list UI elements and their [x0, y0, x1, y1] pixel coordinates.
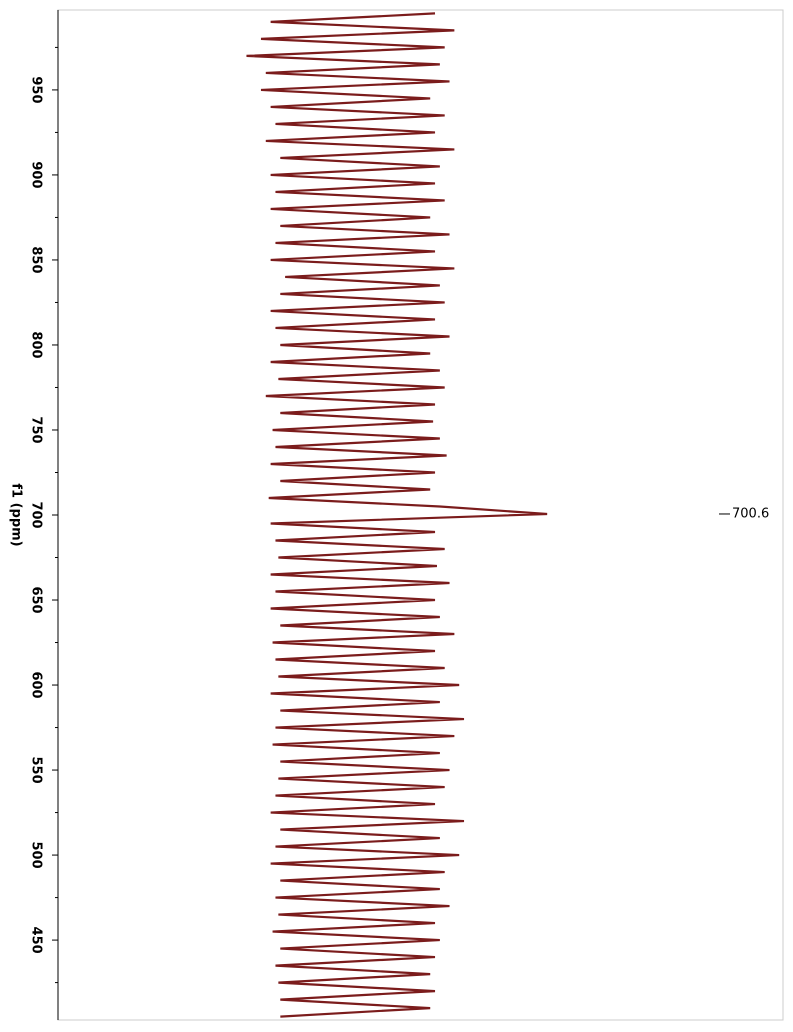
spectrum-line: [246, 12, 548, 1018]
y-tick-label: 800: [29, 331, 44, 358]
y-tick-label: 500: [29, 841, 44, 868]
y-tick-label: 750: [29, 416, 44, 443]
y-tick-label: 550: [29, 756, 44, 783]
y-axis-label: f1 (ppm): [9, 483, 24, 546]
y-tick-label: 650: [29, 586, 44, 613]
y-tick-label: 900: [29, 161, 44, 188]
y-tick-label: 850: [29, 246, 44, 273]
peak-label: 700.6: [732, 506, 769, 521]
y-tick-label: 600: [29, 671, 44, 698]
y-tick-label: 950: [29, 76, 44, 103]
y-tick-label: 450: [29, 927, 44, 954]
y-tick-label: 700: [29, 501, 44, 528]
plot-frame: [57, 9, 784, 1021]
